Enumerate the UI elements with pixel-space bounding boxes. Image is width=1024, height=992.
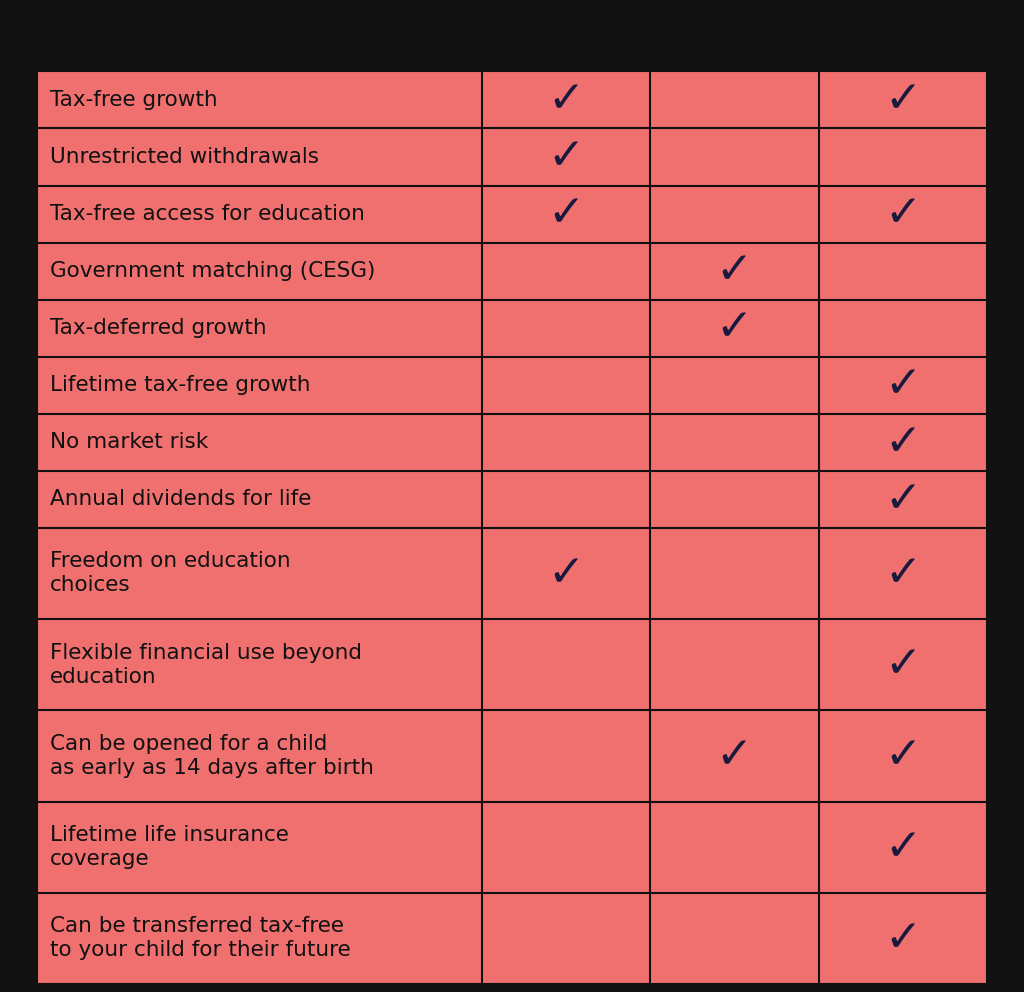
Text: Tax-free growth: Tax-free growth — [50, 90, 218, 110]
Bar — [37, 71, 481, 128]
Bar — [650, 414, 818, 470]
Text: ✓: ✓ — [885, 734, 922, 778]
Bar — [37, 893, 481, 984]
Bar — [37, 528, 481, 619]
Bar — [37, 356, 481, 414]
Text: ✓: ✓ — [547, 552, 585, 595]
Text: ✓: ✓ — [885, 78, 922, 121]
Text: ✓: ✓ — [885, 192, 922, 235]
Bar — [818, 470, 987, 528]
Text: Lifetime tax-free growth: Lifetime tax-free growth — [50, 375, 310, 395]
Text: Unrestricted withdrawals: Unrestricted withdrawals — [50, 147, 319, 167]
Text: Government matching (CESG): Government matching (CESG) — [50, 261, 376, 281]
Bar — [650, 186, 818, 243]
Bar — [37, 470, 481, 528]
Bar — [37, 414, 481, 470]
Bar — [818, 243, 987, 300]
Bar — [818, 128, 987, 186]
Bar — [818, 414, 987, 470]
Bar — [818, 710, 987, 802]
Bar — [481, 893, 650, 984]
Bar — [818, 300, 987, 356]
Text: Tax-free access for education: Tax-free access for education — [50, 204, 365, 224]
Text: ✓: ✓ — [716, 307, 753, 349]
Bar — [481, 414, 650, 470]
Text: Annual dividends for life: Annual dividends for life — [50, 489, 311, 509]
Text: ✓: ✓ — [885, 364, 922, 407]
Bar — [650, 710, 818, 802]
Text: ✓: ✓ — [885, 917, 922, 960]
Bar — [481, 300, 650, 356]
Bar — [481, 356, 650, 414]
Bar — [37, 186, 481, 243]
Bar — [481, 528, 650, 619]
Bar — [818, 528, 987, 619]
Bar — [481, 802, 650, 893]
Bar — [650, 470, 818, 528]
Text: ✓: ✓ — [547, 78, 585, 121]
Bar — [818, 356, 987, 414]
Text: ✓: ✓ — [716, 250, 753, 293]
Text: ✓: ✓ — [547, 192, 585, 235]
Bar — [650, 243, 818, 300]
Text: ✓: ✓ — [885, 552, 922, 595]
Text: Flexible financial use beyond
education: Flexible financial use beyond education — [50, 643, 362, 686]
Text: Tax-deferred growth: Tax-deferred growth — [50, 318, 267, 338]
Bar — [481, 470, 650, 528]
Bar — [818, 893, 987, 984]
Bar — [818, 186, 987, 243]
Bar — [650, 128, 818, 186]
Bar — [481, 71, 650, 128]
Text: ✓: ✓ — [716, 734, 753, 778]
Bar — [650, 356, 818, 414]
Bar — [481, 619, 650, 710]
Bar — [37, 619, 481, 710]
Bar — [650, 802, 818, 893]
Text: ✓: ✓ — [885, 421, 922, 463]
Bar — [481, 186, 650, 243]
Text: Can be opened for a child
as early as 14 days after birth: Can be opened for a child as early as 14… — [50, 734, 374, 778]
Bar — [37, 128, 481, 186]
Bar — [818, 619, 987, 710]
Bar — [650, 893, 818, 984]
Text: Can be transferred tax-free
to your child for their future: Can be transferred tax-free to your chil… — [50, 917, 351, 960]
Text: ✓: ✓ — [885, 643, 922, 686]
Text: ✓: ✓ — [885, 825, 922, 869]
Bar — [650, 619, 818, 710]
Bar — [650, 300, 818, 356]
Bar — [37, 710, 481, 802]
Bar — [818, 802, 987, 893]
Bar — [650, 528, 818, 619]
Text: ✓: ✓ — [547, 136, 585, 179]
Bar — [481, 128, 650, 186]
Text: Freedom on education
choices: Freedom on education choices — [50, 552, 291, 595]
Bar — [481, 710, 650, 802]
Text: Lifetime life insurance
coverage: Lifetime life insurance coverage — [50, 825, 289, 869]
Bar — [37, 243, 481, 300]
Bar — [818, 71, 987, 128]
Text: ✓: ✓ — [885, 478, 922, 521]
Bar — [650, 71, 818, 128]
Bar — [37, 802, 481, 893]
Bar — [481, 243, 650, 300]
Text: No market risk: No market risk — [50, 433, 209, 452]
Bar — [37, 300, 481, 356]
